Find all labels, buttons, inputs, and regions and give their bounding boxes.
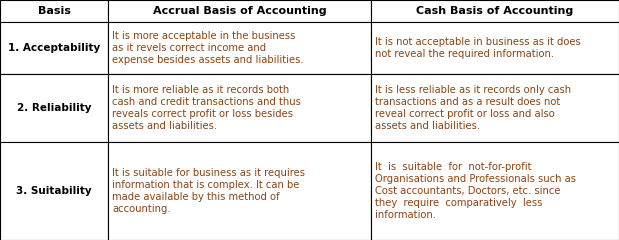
Text: It is not acceptable in business as it does
not reveal the required information.: It is not acceptable in business as it d…	[375, 37, 581, 59]
Bar	[108, 74, 371, 142]
Bar	[371, 74, 619, 142]
Bar	[108, 22, 371, 74]
Text: It is more acceptable in the business
as it revels correct income and
expense be: It is more acceptable in the business as…	[112, 31, 304, 65]
Bar	[0, 22, 108, 74]
Text: Cash Basis of Accounting: Cash Basis of Accounting	[417, 6, 574, 16]
Text: It  is  suitable  for  not-for-profit
Organisations and Professionals such as
Co: It is suitable for not-for-profit Organi…	[375, 162, 576, 220]
Text: 3. Suitability: 3. Suitability	[16, 186, 92, 196]
Text: It is less reliable as it records only cash
transactions and as a result does no: It is less reliable as it records only c…	[375, 85, 571, 131]
Bar	[0, 74, 108, 142]
Text: Accrual Basis of Accounting: Accrual Basis of Accounting	[153, 6, 326, 16]
Bar	[371, 0, 619, 22]
Text: 1. Acceptability: 1. Acceptability	[8, 43, 100, 53]
Bar	[0, 142, 108, 240]
Bar	[0, 0, 108, 22]
Text: Basis: Basis	[38, 6, 71, 16]
Text: It is suitable for business as it requires
information that is complex. It can b: It is suitable for business as it requir…	[112, 168, 305, 214]
Text: It is more reliable as it records both
cash and credit transactions and thus
rev: It is more reliable as it records both c…	[112, 85, 301, 131]
Bar	[371, 142, 619, 240]
Bar	[108, 142, 371, 240]
Bar	[371, 22, 619, 74]
Text: 2. Reliability: 2. Reliability	[17, 103, 91, 113]
Bar	[108, 0, 371, 22]
